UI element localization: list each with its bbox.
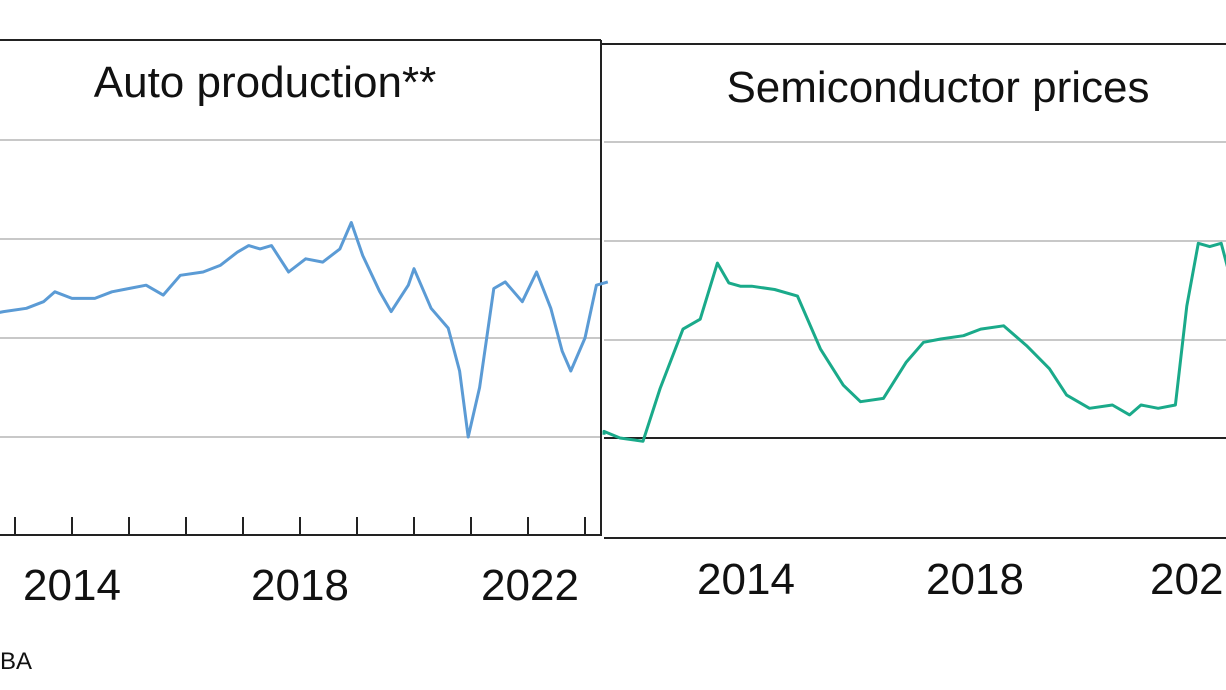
auto-production-panel: Auto production** 2014 2018 2022	[0, 39, 609, 610]
x-tick-label: 202	[1150, 555, 1223, 604]
chart-title: Semiconductor prices	[726, 63, 1149, 112]
source-note: BA	[0, 648, 33, 675]
x-tick-label: 2014	[697, 555, 795, 604]
semiconductor-prices-line	[602, 241, 1226, 443]
x-axis-ticks	[14, 517, 586, 535]
semiconductor-prices-panel: Semiconductor prices 2014 2018 202	[601, 43, 1226, 604]
x-tick-label: 2018	[251, 561, 349, 610]
x-tick-label: 2018	[926, 555, 1024, 604]
x-tick-label: 2022	[481, 561, 579, 610]
chart-title: Auto production**	[94, 58, 436, 107]
auto-production-line	[0, 221, 609, 439]
x-tick-label: 2014	[23, 561, 121, 610]
